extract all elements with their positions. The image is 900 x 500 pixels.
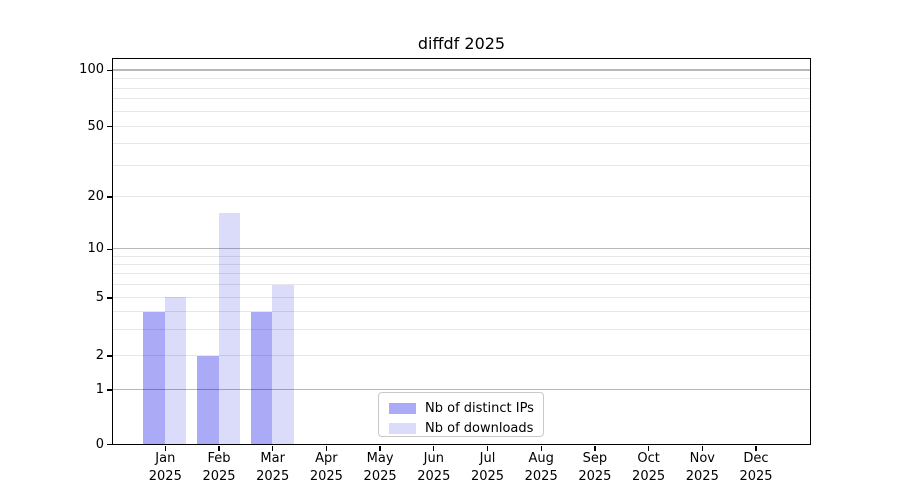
x-tick-aug	[540, 446, 542, 451]
gridline-minor-40	[112, 142, 810, 144]
x-tick-mar	[272, 446, 274, 451]
y-tick-20	[106, 196, 112, 198]
y-tick-label-20: 20	[87, 189, 104, 204]
x-tick-label-sep-2025: Sep 2025	[578, 451, 612, 484]
y-tick-10	[106, 248, 112, 250]
bar-nb-of-downloads-mar	[272, 284, 294, 444]
x-tick-label-jun-2025: Jun 2025	[417, 451, 451, 484]
gridline-minor-6	[112, 284, 810, 286]
x-tick-label-mar-2025: Mar 2025	[256, 451, 290, 484]
y-tick-label-50: 50	[87, 118, 104, 134]
x-tick-may	[379, 446, 381, 451]
x-tick-jun	[433, 446, 435, 451]
x-tick-label-nov-2025: Nov 2025	[685, 451, 719, 484]
gridline-minor-50	[112, 125, 810, 127]
gridline-major-10	[112, 248, 810, 250]
y-tick-50	[106, 126, 112, 128]
gridline-minor-8	[112, 263, 810, 265]
gridline-minor-2	[112, 355, 810, 356]
bar-nb-of-downloads-feb	[218, 213, 240, 444]
y-tick-label-1: 1	[95, 381, 104, 397]
gridline-minor-30	[112, 164, 810, 166]
gridline-minor-4	[112, 311, 810, 313]
gridline-major-1	[112, 388, 810, 391]
legend-label-downloads: Nb of downloads	[425, 420, 534, 436]
bar-nb-of-distinct-ips-mar	[250, 311, 273, 444]
x-tick-label-dec-2025: Dec 2025	[739, 451, 773, 484]
bar-nb-of-downloads-jan	[164, 297, 187, 444]
y-tick-label-10: 10	[87, 241, 104, 257]
gridline-minor-60	[112, 110, 810, 112]
gridline-minor-5	[112, 296, 810, 298]
x-tick-feb	[218, 446, 220, 451]
x-tick-label-apr-2025: Apr 2025	[309, 451, 343, 484]
y-tick-label-2: 2	[95, 348, 104, 363]
y-tick-100	[106, 69, 112, 72]
x-tick-oct	[647, 446, 650, 451]
x-tick-label-feb-2025: Feb 2025	[202, 451, 236, 484]
chart-title: diffdf 2025	[417, 34, 506, 53]
legend-item-downloads: Nb of downloads	[389, 418, 543, 438]
gridline-minor-80	[112, 87, 810, 89]
x-tick-dec	[755, 446, 757, 451]
gridline-minor-3	[112, 329, 810, 331]
legend-swatch-downloads	[389, 422, 416, 434]
gridline-minor-7	[112, 273, 810, 275]
y-tick-label-0: 0	[95, 436, 104, 452]
x-tick-label-oct-2025: Oct 2025	[632, 451, 666, 484]
gridline-major-100	[112, 69, 810, 71]
y-tick-0	[106, 443, 112, 446]
x-tick-jul	[486, 446, 489, 451]
legend-label-distinct-ips: Nb of distinct IPs	[425, 400, 534, 416]
bar-nb-of-distinct-ips-feb	[197, 355, 219, 444]
x-tick-label-may-2025: May 2025	[363, 451, 397, 484]
x-tick-sep	[594, 446, 596, 451]
x-tick-apr	[325, 446, 328, 451]
y-tick-1	[106, 389, 112, 391]
x-tick-label-jan-2025: Jan 2025	[148, 451, 182, 484]
y-tick-label-100: 100	[79, 62, 104, 78]
bar-nb-of-distinct-ips-jan	[143, 311, 165, 444]
gridline-minor-20	[112, 196, 810, 197]
y-tick-5	[106, 297, 112, 299]
legend-swatch-distinct-ips	[389, 402, 416, 414]
y-tick-label-5: 5	[95, 289, 104, 305]
plot-area	[111, 57, 811, 445]
x-tick-label-jul-2025: Jul 2025	[470, 451, 505, 484]
x-tick-label-aug-2025: Aug 2025	[524, 451, 558, 484]
x-tick-nov	[701, 446, 703, 451]
legend-item-distinct-ips: Nb of distinct IPs	[389, 398, 543, 418]
gridline-minor-9	[112, 255, 810, 257]
x-tick-jan	[164, 446, 166, 451]
legend-box: Nb of distinct IPs Nb of downloads	[378, 392, 544, 437]
gridline-minor-90	[112, 78, 810, 80]
gridline-minor-70	[112, 98, 810, 100]
y-tick-2	[106, 355, 112, 357]
